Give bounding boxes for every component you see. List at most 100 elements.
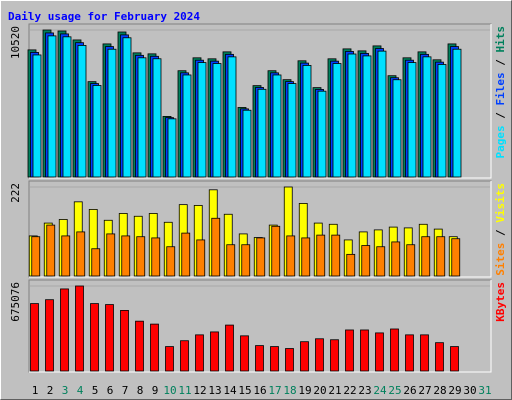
bar [107,48,117,178]
x-tick-label: 2 [47,384,54,397]
bar [166,246,176,277]
bar [152,58,162,178]
x-tick-label: 19 [298,384,311,397]
x-tick-label: 24 [373,384,387,397]
bar [150,323,159,372]
legend: Sites / Visits [494,183,507,276]
bar [76,231,86,277]
x-tick-label: 15 [238,384,251,397]
bar [227,56,237,178]
bar [182,74,192,178]
plot-bevel [29,24,492,179]
x-tick-label: 28 [433,384,446,397]
x-tick-label: 1 [32,384,39,397]
bar [390,328,399,372]
bar [346,253,356,277]
bar [420,334,429,372]
bar [406,244,416,277]
plot-bevel [29,280,492,373]
bar [272,74,282,178]
x-tick-label: 9 [152,384,159,397]
bar [90,303,99,372]
bar [256,237,266,277]
bar [436,236,446,277]
bar [31,236,41,277]
bar [242,109,252,178]
bar [92,85,102,178]
bar [75,285,84,372]
bar [30,303,39,372]
bar [360,329,369,372]
legend-entry: Visits [494,183,507,223]
bar [46,224,56,277]
bar [241,244,251,277]
bar [226,244,236,277]
bar [345,329,354,372]
x-tick-label: 18 [283,384,296,397]
bar [377,50,387,178]
legend-entry: KBytes [494,282,507,322]
x-tick-label: 22 [343,384,356,397]
bar [422,56,432,178]
x-tick-label: 29 [448,384,461,397]
legend-entry: Sites [494,243,507,276]
y-tick-label: 10520 [9,26,22,59]
legend-separator: / [494,223,507,243]
bar [271,225,281,277]
legend-separator: / [494,53,507,73]
bar [437,64,447,178]
bar [362,55,372,178]
bar [61,235,71,277]
x-tick-label: 31 [478,384,491,397]
bar [392,79,402,178]
bar [211,217,221,277]
bar [151,237,161,277]
y-tick-label: 675076 [9,282,22,322]
bar [255,345,264,372]
x-tick-label: 3 [62,384,69,397]
bar [137,57,147,178]
x-tick-label: 6 [107,384,114,397]
bar [257,88,267,178]
x-tick-label: 26 [403,384,416,397]
bar [210,331,219,372]
bar [105,304,114,372]
bar [302,65,312,178]
bar [332,63,342,178]
bar [316,234,326,277]
y-tick-label: 222 [9,183,22,203]
x-tick-label: 30 [463,384,476,397]
bar [435,342,444,372]
bar [300,341,309,372]
bar [196,239,206,277]
legend-entry: Pages [494,125,507,158]
bar [331,234,341,277]
bar [301,237,311,277]
bar [450,346,459,372]
legend: KBytes [494,282,507,322]
bar [375,332,384,372]
bar [212,63,222,178]
x-tick-label: 10 [163,384,176,397]
bar [376,246,386,277]
bar [197,62,207,178]
bar [421,236,431,277]
bar [106,233,116,277]
plot-bevel [29,181,492,278]
legend: Pages / Files / Hits [494,26,507,159]
bar [120,310,129,372]
bar [32,54,42,178]
x-tick-label: 8 [137,384,144,397]
legend-entry: Files [494,72,507,105]
bar [165,346,174,372]
bar [452,48,462,178]
bar [317,90,327,178]
x-tick-label: 14 [223,384,237,397]
x-tick-label: 4 [77,384,84,397]
bar [407,62,417,178]
bar [91,248,101,277]
legend-separator: / [494,106,507,126]
x-tick-label: 23 [358,384,371,397]
